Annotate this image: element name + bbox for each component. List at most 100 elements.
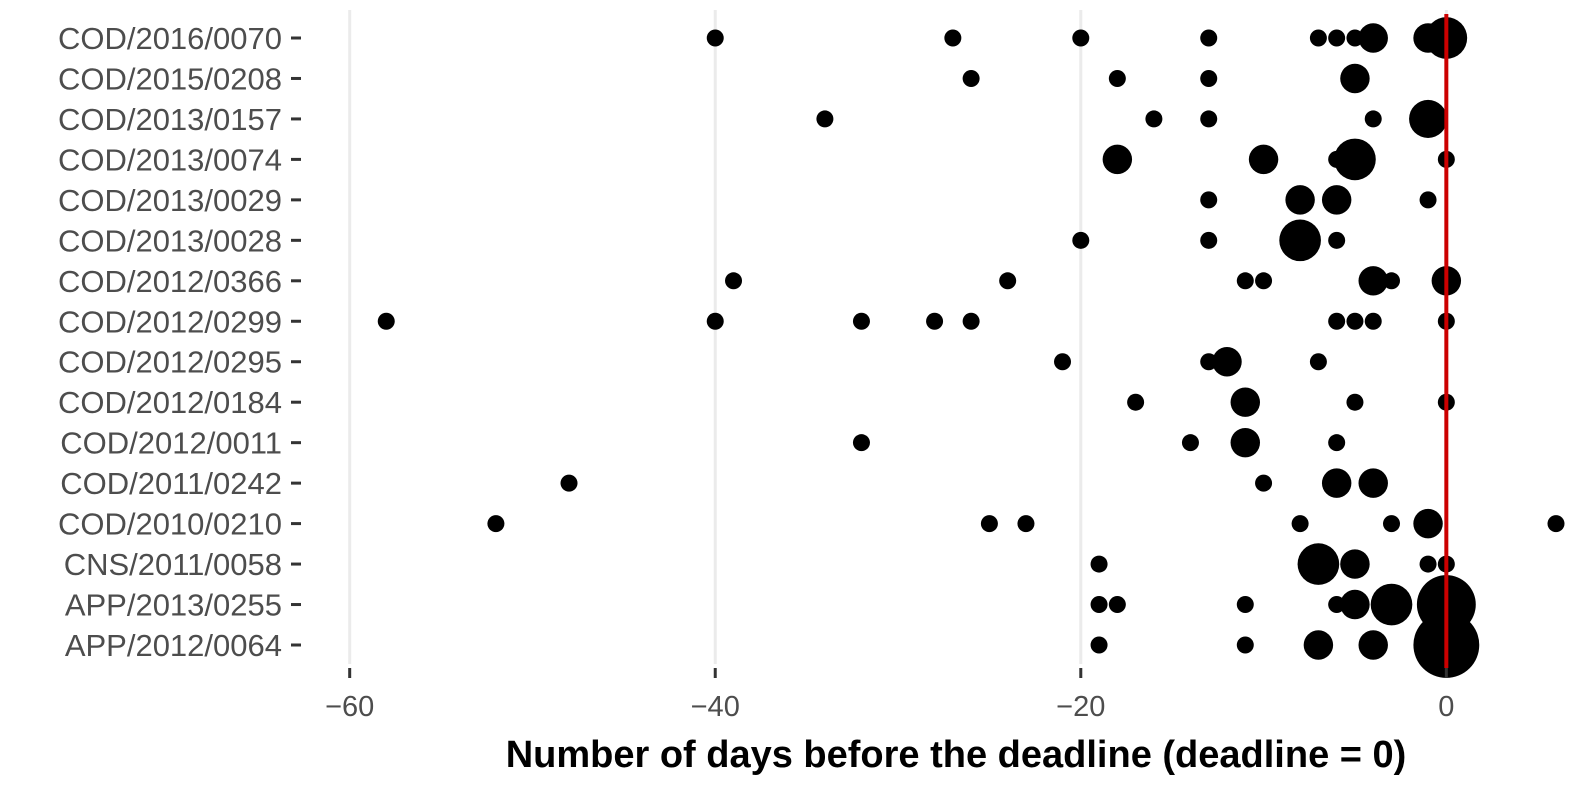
data-point [1547, 515, 1565, 533]
data-point [1255, 272, 1273, 290]
y-tick-label: COD/2012/0295 [58, 345, 282, 380]
y-tick-label: COD/2015/0208 [58, 61, 282, 96]
data-point [1309, 353, 1327, 371]
data-point [944, 29, 962, 47]
data-point [1200, 231, 1218, 249]
y-tick-label: APP/2013/0255 [65, 588, 282, 623]
data-point [1230, 387, 1261, 417]
x-axis-title: Number of days before the deadline (dead… [506, 734, 1407, 776]
data-point [1328, 312, 1346, 330]
data-point [1346, 393, 1364, 411]
data-point [980, 515, 998, 533]
data-point [1364, 312, 1382, 330]
data-point [1236, 272, 1254, 290]
data-point [852, 434, 870, 452]
data-point [1279, 219, 1321, 262]
data-point [1346, 312, 1364, 330]
data-point [1212, 347, 1242, 377]
data-point [1328, 231, 1346, 249]
data-point [1383, 515, 1401, 533]
data-point [1297, 543, 1340, 585]
data-point [1358, 266, 1388, 296]
y-tick-label: COD/2013/0157 [58, 102, 282, 137]
data-point [1370, 583, 1413, 626]
x-tick-label: 0 [1438, 691, 1454, 723]
data-point [1303, 630, 1334, 660]
y-tick-label: COD/2013/0028 [58, 223, 282, 258]
y-tick-label: COD/2013/0029 [58, 183, 282, 218]
data-point [1358, 23, 1388, 53]
data-point [1090, 596, 1108, 614]
data-point [487, 515, 505, 533]
data-point [1200, 29, 1218, 47]
data-point [1413, 508, 1443, 539]
x-tick-label: −20 [1056, 691, 1105, 723]
data-point [1181, 434, 1199, 452]
y-tick-label: COD/2016/0070 [58, 21, 282, 56]
data-point [1321, 468, 1352, 498]
y-tick-label: APP/2012/0064 [65, 628, 282, 663]
y-tick-label: COD/2012/0011 [60, 426, 282, 461]
data-point [706, 312, 724, 330]
y-tick-label: COD/2012/0366 [58, 264, 282, 299]
data-point [1236, 636, 1254, 654]
x-tick-label: −40 [691, 691, 740, 723]
x-axis: −60 −40 −20 0 [325, 668, 1454, 723]
data-point [1072, 29, 1090, 47]
data-point [1285, 185, 1315, 215]
x-tick-label: −60 [325, 691, 374, 723]
data-point [1419, 555, 1437, 573]
data-point [999, 272, 1017, 290]
data-point [1236, 596, 1254, 614]
y-tick-label: COD/2010/0210 [58, 507, 282, 542]
data-point [1364, 110, 1382, 128]
data-point [1072, 231, 1090, 249]
data-point [1328, 29, 1346, 47]
data-point [1291, 515, 1309, 533]
data-point [1145, 110, 1163, 128]
data-point [1200, 69, 1218, 87]
data-point [1309, 29, 1327, 47]
data-point [1409, 99, 1448, 138]
y-tick-label: COD/2011/0242 [60, 466, 282, 501]
y-tick-label: COD/2012/0184 [58, 385, 282, 420]
data-point [1230, 427, 1261, 458]
y-axis: COD/2016/0070 COD/2015/0208 COD/2013/0157 C… [58, 21, 301, 663]
data-point [1321, 185, 1352, 215]
data-point [962, 69, 980, 87]
data-point [1358, 468, 1388, 498]
data-point [1200, 191, 1218, 209]
data-point [1383, 272, 1401, 290]
data-point [852, 312, 870, 330]
data-point [1340, 549, 1370, 579]
data-point [1200, 110, 1218, 128]
data-point [1334, 138, 1376, 181]
data-point [1127, 393, 1145, 411]
y-tick-label: COD/2012/0299 [58, 304, 282, 339]
data-point [1054, 353, 1072, 371]
vertical-gridlines [348, 10, 1448, 664]
y-tick-label: CNS/2011/0058 [64, 547, 282, 582]
data-points [377, 17, 1565, 678]
data-point [1248, 144, 1279, 175]
data-point [1340, 63, 1370, 94]
data-point [725, 272, 743, 290]
data-point [706, 29, 724, 47]
data-point [962, 312, 980, 330]
data-point [1328, 434, 1346, 452]
data-point [1358, 630, 1388, 660]
data-point [1090, 636, 1108, 654]
data-point [1102, 144, 1133, 175]
data-point [1340, 589, 1370, 620]
data-point [816, 110, 834, 128]
data-point [926, 312, 944, 330]
data-point [560, 474, 578, 492]
data-point [1108, 69, 1126, 87]
data-point [1255, 474, 1273, 492]
data-point [1017, 515, 1035, 533]
data-point [377, 312, 395, 330]
data-point [1419, 191, 1437, 209]
y-tick-label: COD/2013/0074 [58, 142, 282, 177]
data-point [1108, 596, 1126, 614]
